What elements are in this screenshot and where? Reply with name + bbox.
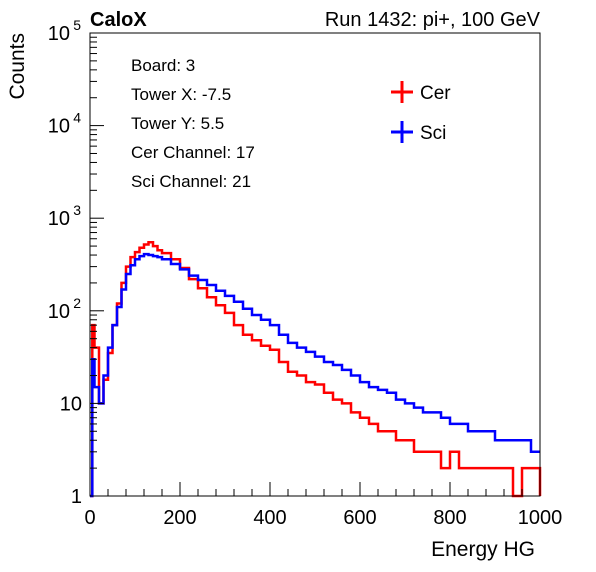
legend: Cer Sci	[391, 81, 451, 144]
y-tick-label: 10	[48, 301, 70, 323]
info-tower-y: Tower Y: 5.5	[131, 114, 224, 133]
series-layer	[90, 240, 542, 498]
y-tick-exponent: 4	[73, 110, 81, 126]
x-tick-label: 0	[84, 507, 95, 529]
info-cer-channel: Cer Channel: 17	[131, 143, 255, 162]
legend-entry-sci: Sci	[391, 121, 446, 144]
series-line-cer	[90, 240, 542, 498]
info-board: Board: 3	[131, 56, 195, 75]
x-tick-label: 200	[163, 507, 196, 529]
plot-frame	[89, 32, 541, 497]
info-box: Board: 3 Tower X: -7.5 Tower Y: 5.5 Cer …	[131, 56, 255, 191]
y-tick-label: 10	[48, 208, 70, 230]
y-axis-title: Counts	[6, 33, 29, 100]
y-tick-exponent: 2	[73, 295, 81, 311]
info-tower-x: Tower X: -7.5	[131, 85, 231, 104]
info-sci-channel: Sci Channel: 21	[131, 172, 251, 191]
legend-label: Sci	[420, 123, 446, 144]
x-tick-label: 600	[343, 507, 376, 529]
y-tick-label: 10	[60, 393, 82, 415]
y-tick-exponent: 5	[73, 17, 81, 33]
x-tick-label: 800	[433, 507, 466, 529]
run-label: Run 1432: pi+, 100 GeV	[325, 9, 541, 31]
legend-label: Cer	[420, 83, 451, 104]
y-tick-exponent: 3	[73, 202, 81, 218]
y-tick-label: 10	[48, 23, 70, 45]
x-tick-label: 400	[253, 507, 286, 529]
experiment-title: CaloX	[90, 9, 147, 31]
x-axis-title: Energy HG	[431, 538, 535, 561]
series-line-sci	[90, 252, 540, 498]
x-tick-label: 1000	[518, 507, 563, 529]
legend-entry-cer: Cer	[391, 81, 451, 104]
y-tick-label: 1	[71, 486, 82, 508]
y-tick-label: 10	[48, 116, 70, 138]
